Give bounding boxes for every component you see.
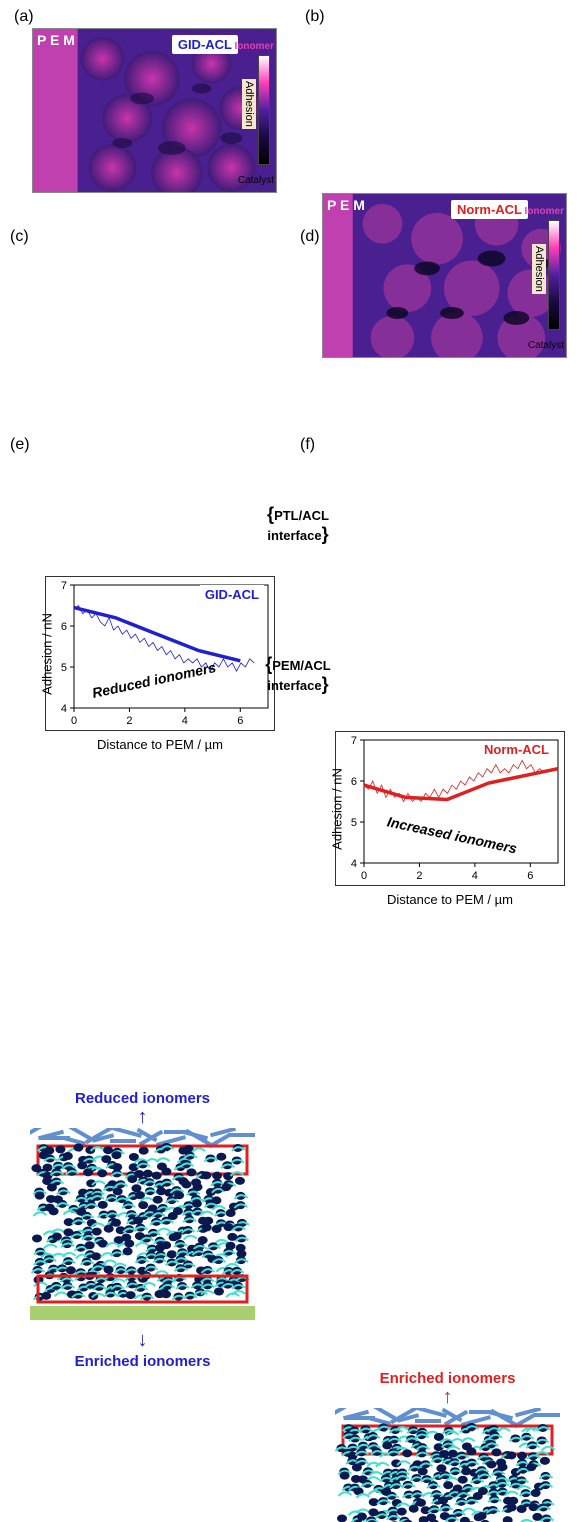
badge-b: Norm-ACL (451, 200, 528, 219)
svg-text:7: 7 (351, 735, 357, 747)
svg-text:5: 5 (351, 817, 357, 829)
ylabel-c: Adhesion / nN (39, 613, 54, 695)
svg-text:2: 2 (416, 870, 422, 882)
arrow-f-top: ↑ (443, 1386, 453, 1409)
svg-text:6: 6 (527, 870, 533, 882)
svg-text:0: 0 (71, 715, 77, 727)
arrow-e-bottom: ↓ (138, 1329, 148, 1352)
ionomer-label-a: Ionomer (235, 41, 274, 52)
heatmap-b-image (323, 194, 566, 358)
arrow-e-top: ↑ (138, 1106, 148, 1129)
schematic-e: Reduced ionomers ↑ ↓ Enriched ionomers (30, 1090, 255, 1370)
schematic-f-top: Enriched ionomers (380, 1370, 516, 1387)
ylabel-d: Adhesion / nN (329, 768, 344, 850)
badge-a: GID-ACL (172, 35, 238, 54)
schematic-e-body (30, 1128, 255, 1328)
ionomer-label-b: Ionomer (525, 206, 564, 217)
pem-label-a: P E M (37, 33, 75, 47)
svg-text:4: 4 (61, 703, 67, 715)
svg-text:0: 0 (361, 870, 367, 882)
panel-label-f: (f) (300, 436, 315, 454)
svg-text:4: 4 (182, 715, 188, 727)
pem-label-b: P E M (327, 198, 365, 212)
svg-text:2: 2 (126, 715, 132, 727)
xlabel-d: Distance to PEM / µm (387, 892, 513, 907)
svg-text:5: 5 (61, 662, 67, 674)
badge-d: Norm-ACL (479, 740, 554, 759)
svg-text:4: 4 (472, 870, 478, 882)
colorbar-a (258, 55, 270, 165)
chart-d: 45670246 Norm-ACL Adhesion / nN Distance… (335, 731, 565, 886)
panel-label-b: (b) (305, 8, 325, 26)
schematic-e-bottom: Enriched ionomers (75, 1353, 211, 1370)
chart-c: 45670246 GID-ACL Adhesion / nN Distance … (45, 576, 275, 731)
svg-text:6: 6 (237, 715, 243, 727)
schematic-f-body (335, 1408, 560, 1522)
panel-label-a: (a) (14, 8, 34, 26)
heatmap-a: P E M GID-ACL Ionomer Adhesion Catalyst (32, 28, 277, 193)
catalyst-label-b: Catalyst (528, 340, 564, 351)
schematic-f: Enriched ionomers ↑ ↓ Reduced ionomers (335, 1370, 560, 1522)
adhesion-label-b: Adhesion (532, 244, 546, 294)
panel-label-e: (e) (10, 436, 30, 454)
adhesion-label-a: Adhesion (242, 79, 256, 129)
xlabel-c: Distance to PEM / µm (97, 737, 223, 752)
svg-text:7: 7 (61, 580, 67, 592)
interface-bottom: {PEM/ACL interface} (258, 655, 338, 695)
panel-label-c: (c) (10, 228, 29, 246)
interface-top: {PTL/ACL interface} (258, 505, 338, 545)
svg-text:4: 4 (351, 858, 357, 870)
svg-text:6: 6 (61, 621, 67, 633)
colorbar-b (548, 220, 560, 330)
heatmap-b: P E M Norm-ACL Ionomer Adhesion Catalyst (322, 193, 567, 358)
catalyst-label-a: Catalyst (238, 175, 274, 186)
heatmap-a-image (33, 29, 276, 193)
panel-label-d: (d) (300, 228, 320, 246)
badge-c: GID-ACL (200, 585, 264, 604)
svg-text:6: 6 (351, 776, 357, 788)
schematic-e-top: Reduced ionomers (75, 1090, 210, 1107)
